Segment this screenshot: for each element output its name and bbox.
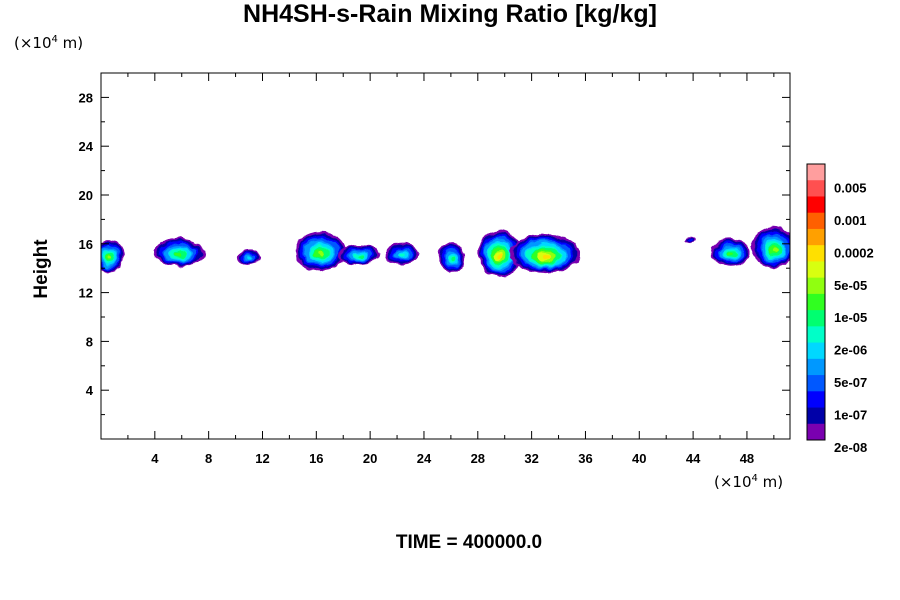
x-tick-label: 40 xyxy=(632,451,646,466)
colorbar-swatch xyxy=(807,196,825,214)
colorbar-swatch xyxy=(807,310,825,327)
colorbar-label: 5e-07 xyxy=(834,375,867,390)
plot-frame xyxy=(100,72,791,440)
colorbar-swatch xyxy=(807,212,825,230)
contour-ring xyxy=(688,239,693,242)
contour-ring xyxy=(543,254,551,259)
contour-ring xyxy=(247,256,252,260)
contour-ring xyxy=(318,251,325,257)
chart-title: NH4SH-s-Rain Mixing Ratio [kg/kg] xyxy=(243,0,657,28)
y-tick-label: 24 xyxy=(79,139,94,154)
cloud-cell xyxy=(477,230,521,277)
colorbar-swatch xyxy=(807,375,825,392)
colorbar-swatch xyxy=(807,164,825,181)
colorbar-swatch xyxy=(807,293,825,311)
contour-ring xyxy=(772,247,778,253)
y-unit-prefix: (×10 xyxy=(14,34,52,52)
x-tick-label: 12 xyxy=(255,451,269,466)
x-tick-label: 48 xyxy=(740,451,754,466)
x-tick-label: 8 xyxy=(205,451,212,466)
y-unit-exponent: 4 xyxy=(51,34,58,45)
colorbar-label: 2e-06 xyxy=(834,343,867,358)
colorbar-swatch xyxy=(807,180,825,197)
colorbar-swatch xyxy=(807,407,825,425)
cloud-cell xyxy=(510,234,581,274)
contour-ring xyxy=(450,256,455,262)
colorbar-swatch xyxy=(807,358,825,376)
colorbar-label: 5e-05 xyxy=(834,278,867,293)
x-tick-label: 32 xyxy=(524,451,538,466)
y-tick-label: 8 xyxy=(86,334,93,349)
x-axis-unit: (×104 m) xyxy=(714,473,783,491)
x-tick-label: 28 xyxy=(471,451,485,466)
colorbar: 0.005 0.001 0.0002 5e-05 1e-05 2e-06 5e-07 1e-0… xyxy=(806,163,874,455)
contour-ring xyxy=(107,256,112,261)
contour-ring xyxy=(174,252,182,256)
x-tick-label: 20 xyxy=(363,451,377,466)
y-tick-label: 12 xyxy=(79,286,93,301)
y-tick-label: 20 xyxy=(79,188,93,203)
colorbar-label: 0.001 xyxy=(834,213,867,228)
colorbar-label: 2e-08 xyxy=(834,440,867,455)
cloud-cell xyxy=(101,240,124,272)
contour-ring xyxy=(727,252,733,256)
colorbar-swatch xyxy=(807,277,825,295)
cloud-cell xyxy=(339,245,380,265)
contour-ring xyxy=(357,254,364,258)
cloud-cell xyxy=(438,242,466,272)
cloud-cell xyxy=(752,226,790,269)
colorbar-swatch xyxy=(807,326,825,343)
plot-data-layer xyxy=(101,226,790,277)
x-tick-label: 16 xyxy=(309,451,323,466)
cloud-cell xyxy=(236,249,262,265)
y-unit-suffix: m) xyxy=(57,34,84,52)
cloud-cell xyxy=(710,238,751,266)
x-tick-label: 36 xyxy=(578,451,592,466)
colorbar-swatch xyxy=(807,261,825,279)
cloud-cell xyxy=(153,238,205,266)
colorbar-label: 0.005 xyxy=(834,180,867,195)
contour-ring xyxy=(498,254,503,260)
x-tick-label: 24 xyxy=(417,451,432,466)
colorbar-swatch xyxy=(807,245,825,262)
contour-ring xyxy=(398,253,405,257)
colorbar-frame xyxy=(806,163,826,441)
y-tick-label: 16 xyxy=(79,237,93,252)
x-unit-prefix: (×10 xyxy=(714,473,752,491)
x-tick-label: 4 xyxy=(151,451,159,466)
cloud-cell xyxy=(294,231,346,271)
y-axis-unit: (×104 m) xyxy=(14,34,83,52)
cloud-cell xyxy=(685,237,696,244)
cloud-group xyxy=(101,226,790,277)
colorbar-swatch xyxy=(807,228,825,246)
y-tick-label: 28 xyxy=(79,90,93,105)
colorbar-label: 1e-05 xyxy=(834,310,867,325)
colorbar-swatch xyxy=(807,423,825,441)
x-unit-exponent: 4 xyxy=(751,473,758,484)
colorbar-swatch xyxy=(807,391,825,408)
cloud-cell xyxy=(384,242,420,265)
x-unit-suffix: m) xyxy=(757,473,784,491)
colorbar-swatch xyxy=(807,342,825,360)
time-label: TIME = 400000.0 xyxy=(395,532,543,553)
y-tick-label: 4 xyxy=(86,383,94,398)
x-tick-label: 44 xyxy=(686,451,701,466)
colorbar-label: 1e-07 xyxy=(834,408,867,423)
colorbar-label: 0.0002 xyxy=(834,245,874,260)
